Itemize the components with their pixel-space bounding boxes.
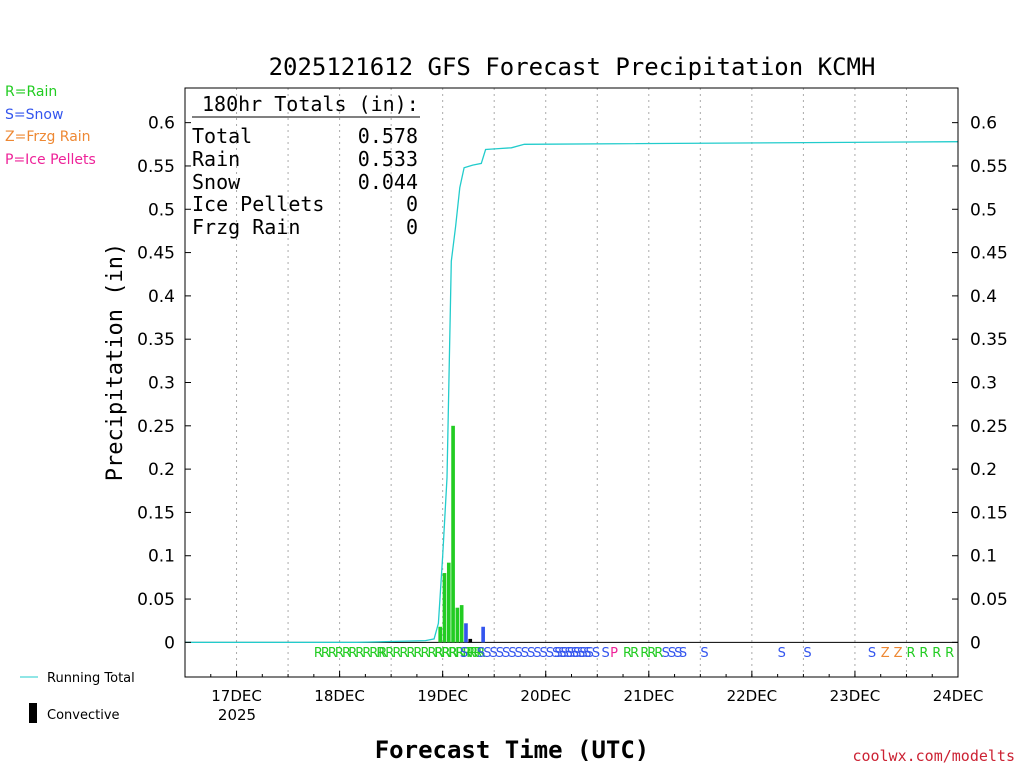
precip-bar-rain <box>451 425 455 643</box>
plot-frame <box>184 87 959 678</box>
precip-bar-rain <box>446 562 451 643</box>
ptype-marker-snow: S <box>460 646 468 661</box>
totals-header: 180hr Totals (in): <box>202 92 419 116</box>
convective-legend-label: Convective <box>47 708 120 723</box>
x-tick-label: 19DEC <box>417 687 468 705</box>
y-tick-label-left: 0 <box>164 633 175 653</box>
precip-bar-rain <box>442 573 447 643</box>
credit-text: coolwx.com/modelts <box>852 747 1015 765</box>
x-tick-label: 21DEC <box>624 687 675 705</box>
ptype-marker-rain: RR <box>623 646 639 661</box>
x-tick-label: 20DEC <box>520 687 571 705</box>
ptype-marker-rain: RR <box>466 646 482 661</box>
precip-bar-rain <box>455 607 460 643</box>
y-tick-label-left: 0.25 <box>137 417 175 437</box>
x-tick-label: 23DEC <box>830 687 881 705</box>
x-tick-label: 22DEC <box>727 687 778 705</box>
precip-bar-snow <box>481 626 485 643</box>
running-total-line <box>185 141 959 644</box>
ptype-marker-rain: RRRRRRRRRRRRR <box>378 646 471 661</box>
ptype-marker-rain: R <box>919 646 928 661</box>
x-tick-label: 17DEC <box>211 687 262 705</box>
y-tick-label-right: 0.6 <box>970 114 997 134</box>
y-tick-label-left: 0.45 <box>137 244 175 264</box>
y-tick-label-right: 0.1 <box>970 547 997 567</box>
ptype-marker-snow: S <box>778 646 786 661</box>
y-tick-label-right: 0.15 <box>970 503 1008 523</box>
ptype-marker-frzg: Z <box>894 646 903 661</box>
ptype-marker-snow: SSS <box>662 646 683 661</box>
ptype-marker-rain: R <box>932 646 941 661</box>
totals-value-snow: 0.044 <box>358 170 418 194</box>
y-tick-label-left: 0.4 <box>148 287 175 307</box>
y-tick-label-left: 0.3 <box>148 374 175 394</box>
totals-label-frzg-rain: Frzg Rain <box>192 215 300 239</box>
ptype-marker-snow: S <box>602 646 610 661</box>
running-total-legend-label: Running Total <box>47 671 135 686</box>
y-tick-label-right: 0.5 <box>970 200 997 220</box>
y-tick-label-right: 0.4 <box>970 287 997 307</box>
y-tick-label-left: 0.2 <box>148 460 175 480</box>
totals-label-total: Total <box>192 124 252 148</box>
totals-value-ice-pellets: 0 <box>406 192 418 216</box>
y-tick-label-left: 0.55 <box>137 157 175 177</box>
precip-bar-rain <box>459 605 464 643</box>
y-axis-label: Precipitation (in) <box>103 243 128 481</box>
x-axis-label: Forecast Time (UTC) <box>375 736 650 764</box>
convective-legend-swatch <box>29 703 37 723</box>
totals-panel: 180hr Totals (in): Total 0.578 Rain 0.53… <box>192 92 420 239</box>
legend-ice-pellets: P=Ice Pellets <box>5 152 96 168</box>
ptype-marker-rain: RRRRR <box>348 646 385 661</box>
y-tick-label-left: 0.35 <box>137 330 175 350</box>
ptype-marker-snow: S <box>868 646 876 661</box>
ptype-marker-rain: R <box>906 646 915 661</box>
legend-frzg-rain: Z=Frzg Rain <box>5 129 91 145</box>
ptype-marker-pellets: P <box>610 646 618 661</box>
y-tick-label-right: 0.25 <box>970 417 1008 437</box>
ptype-marker-frzg: Z <box>881 646 890 661</box>
y-tick-label-left: 0.05 <box>137 590 175 610</box>
totals-value-rain: 0.533 <box>358 147 418 171</box>
y-tick-label-right: 0.45 <box>970 244 1008 264</box>
y-tick-label-right: 0.3 <box>970 374 997 394</box>
x-axis-year: 2025 <box>218 706 256 724</box>
ptype-marker-rain: R <box>945 646 954 661</box>
y-tick-label-right: 0.35 <box>970 330 1008 350</box>
totals-label-rain: Rain <box>192 147 240 171</box>
y-tick-label-right: 0.05 <box>970 590 1008 610</box>
ptype-marker-snow: S <box>803 646 811 661</box>
ptype-marker-rain: RRRRR <box>314 646 351 661</box>
x-tick-label: 18DEC <box>314 687 365 705</box>
precip-bar-rain <box>438 626 443 643</box>
ptype-marker-snow: SSSSSSS <box>554 646 600 661</box>
x-tick-label: 24DEC <box>933 687 984 705</box>
ptype-marker-snow: SSSSSSSSSSSSSSSSSS <box>477 646 591 661</box>
y-tick-label-right: 0 <box>970 633 981 653</box>
precip-bar-convective <box>468 638 473 643</box>
ptype-marker-rain: RRR <box>640 646 663 661</box>
y-tick-label-right: 0.2 <box>970 460 997 480</box>
precip-bar-snow <box>464 623 468 643</box>
ptype-marker-rain: RRRRRRR <box>434 646 485 661</box>
y-tick-label-left: 0.1 <box>148 547 175 567</box>
ptype-marker-snow: S <box>700 646 708 661</box>
totals-value-total: 0.578 <box>358 124 418 148</box>
totals-label-snow: Snow <box>192 170 241 194</box>
legend-snow: S=Snow <box>5 107 63 123</box>
y-tick-label-right: 0.55 <box>970 157 1008 177</box>
totals-label-ice-pellets: Ice Pellets <box>192 192 324 216</box>
totals-value-frzg-rain: 0 <box>406 215 418 239</box>
y-tick-label-left: 0.15 <box>137 503 175 523</box>
legend-rain: R=Rain <box>5 84 57 100</box>
y-tick-label-left: 0.5 <box>148 200 175 220</box>
chart-title: 2025121612 GFS Forecast Precipitation KC… <box>269 53 876 81</box>
ptype-marker-snow: S <box>679 646 687 661</box>
y-tick-label-left: 0.6 <box>148 114 175 134</box>
